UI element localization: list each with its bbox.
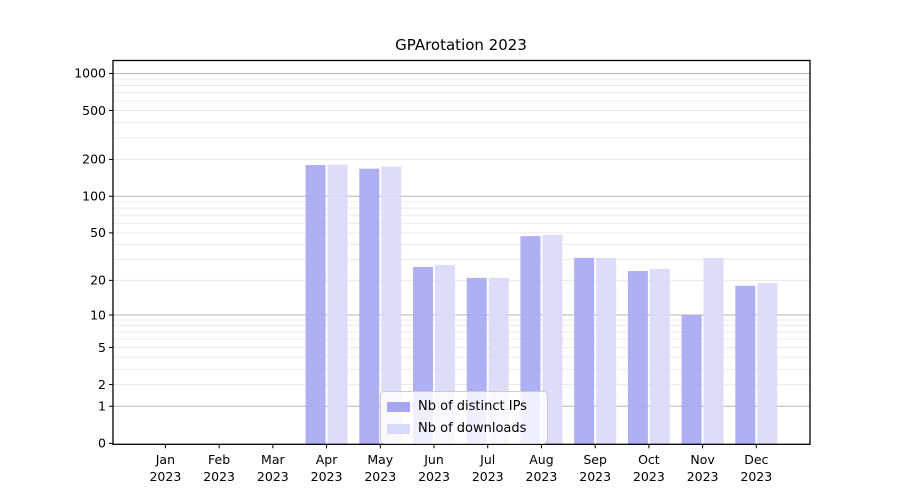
x-tick-label-year: 2023 <box>687 469 719 484</box>
legend-label-downloads: Nb of downloads <box>418 421 527 436</box>
bar-ips-nov <box>681 314 702 445</box>
y-tick-label: 0 <box>98 436 106 451</box>
x-tick-label-month: Mar <box>261 452 285 467</box>
bar-ips-sep <box>574 257 595 445</box>
y-tick-label: 100 <box>82 189 106 204</box>
legend-item-downloads: Nb of downloads <box>387 421 538 436</box>
x-tick-label-year: 2023 <box>257 469 289 484</box>
plot-border <box>112 59 811 445</box>
x-tick-label-year: 2023 <box>526 469 558 484</box>
x-tick-label-month: Oct <box>638 452 660 467</box>
bar-downloads-may <box>381 166 402 445</box>
legend: Nb of distinct IPs Nb of downloads <box>380 391 548 444</box>
x-tick-label-month: Dec <box>744 452 768 467</box>
legend-label-distinct-ips: Nb of distinct IPs <box>418 399 527 414</box>
y-tick-label: 20 <box>90 273 106 288</box>
x-tick-label-year: 2023 <box>579 469 611 484</box>
bar-ips-may <box>359 168 380 445</box>
x-tick-label-month: Jan <box>155 452 175 467</box>
y-tick-label: 5 <box>98 340 106 355</box>
y-tick-label: 2 <box>98 377 106 392</box>
x-tick-label-month: Jun <box>423 452 444 467</box>
x-tick-label-month: May <box>367 452 393 467</box>
x-tick-label-month: Jul <box>479 452 495 467</box>
x-tick-label-year: 2023 <box>472 469 504 484</box>
bar-downloads-apr <box>327 164 348 445</box>
x-tick-label-year: 2023 <box>203 469 235 484</box>
y-tick-label: 500 <box>82 103 106 118</box>
bar-downloads-sep <box>596 257 617 445</box>
bar-downloads-oct <box>649 268 670 445</box>
x-tick-label-year: 2023 <box>149 469 181 484</box>
x-tick-label-month: Nov <box>690 452 715 467</box>
x-tick-label-year: 2023 <box>364 469 396 484</box>
x-tick-label-year: 2023 <box>311 469 343 484</box>
y-tick-label: 1 <box>98 399 106 414</box>
chart-title: GPArotation 2023 <box>395 36 527 54</box>
y-tick-label: 200 <box>82 152 106 167</box>
legend-item-distinct-ips: Nb of distinct IPs <box>387 399 538 414</box>
bar-ips-dec <box>735 285 756 445</box>
legend-swatch-ips <box>387 401 410 412</box>
bar-downloads-nov <box>703 257 724 445</box>
y-tick-label: 10 <box>90 307 106 322</box>
y-tick-label: 1000 <box>74 66 106 81</box>
y-tick-label: 50 <box>90 225 106 240</box>
legend-swatch-downloads <box>387 423 410 434</box>
bar-ips-apr <box>305 165 326 445</box>
bar-downloads-dec <box>757 282 778 445</box>
x-tick-label-month: Aug <box>529 452 553 467</box>
bar-ips-oct <box>627 271 648 445</box>
x-tick-label-year: 2023 <box>633 469 665 484</box>
x-tick-label-year: 2023 <box>740 469 772 484</box>
x-tick-label-month: Apr <box>316 452 338 467</box>
x-tick-label-month: Feb <box>208 452 230 467</box>
x-tick-label-month: Sep <box>583 452 607 467</box>
x-tick-label-year: 2023 <box>418 469 450 484</box>
